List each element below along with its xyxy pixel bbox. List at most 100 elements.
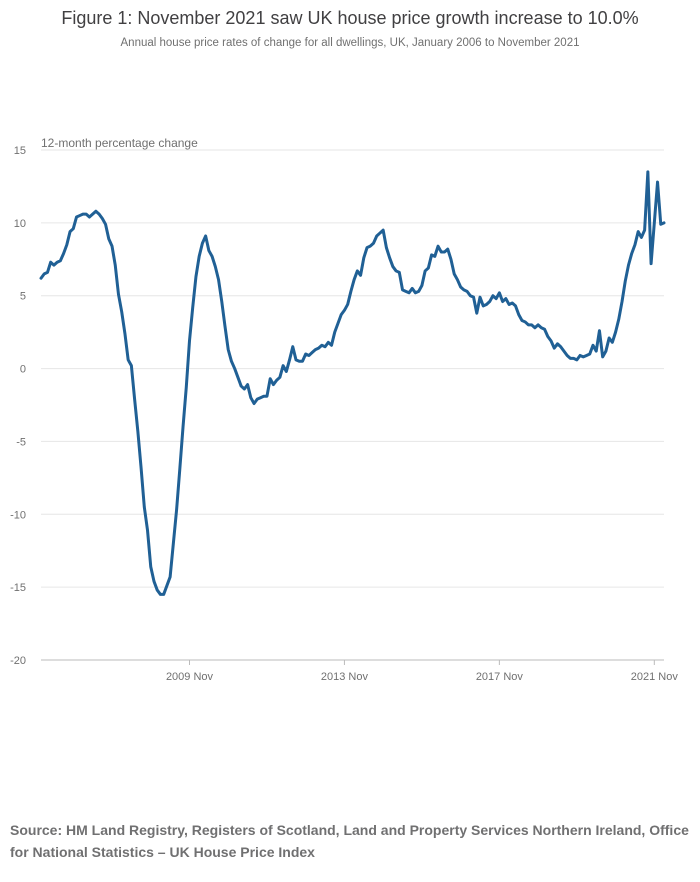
data-point xyxy=(637,230,640,233)
data-point xyxy=(550,339,553,342)
data-point xyxy=(56,261,59,264)
data-point xyxy=(504,297,507,300)
data-point xyxy=(443,251,446,254)
data-point xyxy=(430,253,433,256)
data-point xyxy=(520,319,523,322)
data-point xyxy=(604,350,607,353)
data-point xyxy=(52,264,55,267)
data-point xyxy=(427,267,430,270)
data-point xyxy=(282,364,285,367)
data-point xyxy=(69,230,72,233)
data-point xyxy=(375,234,378,237)
data-point xyxy=(353,278,356,281)
data-point xyxy=(530,323,533,326)
data-point xyxy=(265,395,268,398)
data-point xyxy=(456,278,459,281)
data-point xyxy=(656,181,659,184)
data-point xyxy=(172,542,175,545)
data-point xyxy=(663,221,666,224)
data-point xyxy=(169,575,172,578)
data-point xyxy=(346,303,349,306)
y-tick-label: 5 xyxy=(20,291,26,303)
data-point xyxy=(482,304,485,307)
data-point xyxy=(291,345,294,348)
data-point xyxy=(49,261,52,264)
y-tick-label: -10 xyxy=(10,509,26,521)
data-point xyxy=(340,313,343,316)
x-tick-label: 2017 Nov xyxy=(476,671,524,683)
data-point xyxy=(120,310,123,313)
data-point xyxy=(462,288,465,291)
data-point xyxy=(479,296,482,299)
y-tick-label: 15 xyxy=(14,145,26,157)
data-point xyxy=(449,258,452,261)
data-point xyxy=(630,252,633,255)
data-point xyxy=(543,328,546,331)
data-point xyxy=(414,291,417,294)
data-point xyxy=(143,506,146,509)
data-point xyxy=(556,342,559,345)
data-point xyxy=(91,213,94,216)
data-point xyxy=(517,313,520,316)
data-point xyxy=(301,360,304,363)
data-point xyxy=(317,347,320,350)
data-point xyxy=(466,290,469,293)
series-line xyxy=(39,170,666,596)
data-point xyxy=(194,275,197,278)
data-point xyxy=(621,300,624,303)
data-point xyxy=(333,331,336,334)
data-point xyxy=(117,293,120,296)
data-point xyxy=(372,242,375,245)
data-point xyxy=(207,249,210,252)
x-axis-ticks: 2009 Nov 2013 Nov 2017 Nov 2021 Nov xyxy=(166,660,678,683)
data-point xyxy=(249,396,252,399)
data-point xyxy=(336,322,339,325)
data-point xyxy=(240,385,243,388)
data-point xyxy=(569,357,572,360)
data-point xyxy=(111,245,114,248)
data-point xyxy=(175,508,178,511)
data-point xyxy=(285,370,288,373)
data-point xyxy=(475,312,478,315)
data-point xyxy=(453,272,456,275)
data-point xyxy=(537,323,540,326)
data-point xyxy=(501,300,504,303)
data-point xyxy=(598,329,601,332)
data-point xyxy=(159,593,162,596)
data-point xyxy=(572,357,575,360)
data-point xyxy=(433,255,436,258)
y-tick-label: 0 xyxy=(20,364,26,376)
data-point xyxy=(562,350,565,353)
data-point xyxy=(407,291,410,294)
data-point xyxy=(349,290,352,293)
data-point xyxy=(533,326,536,329)
data-point xyxy=(62,252,65,255)
data-point xyxy=(391,265,394,268)
data-point xyxy=(566,354,569,357)
data-point xyxy=(149,565,152,568)
data-point xyxy=(611,341,614,344)
data-point xyxy=(356,269,359,272)
data-point xyxy=(624,280,627,283)
data-point xyxy=(437,245,440,248)
data-point xyxy=(94,210,97,213)
data-point xyxy=(330,344,333,347)
data-point xyxy=(585,354,588,357)
data-point xyxy=(320,344,323,347)
data-point xyxy=(398,271,401,274)
data-point xyxy=(440,251,443,254)
data-point xyxy=(488,300,491,303)
data-point xyxy=(81,213,84,216)
x-tick-label: 2021 Nov xyxy=(631,671,679,683)
data-point xyxy=(156,589,159,592)
data-point xyxy=(553,347,556,350)
data-point xyxy=(514,304,517,307)
data-point xyxy=(491,294,494,297)
data-point xyxy=(275,379,278,382)
data-point xyxy=(43,272,46,275)
data-point xyxy=(295,358,298,361)
data-point xyxy=(643,229,646,232)
data-point xyxy=(411,287,414,290)
data-point xyxy=(253,402,256,405)
data-point xyxy=(227,348,230,351)
